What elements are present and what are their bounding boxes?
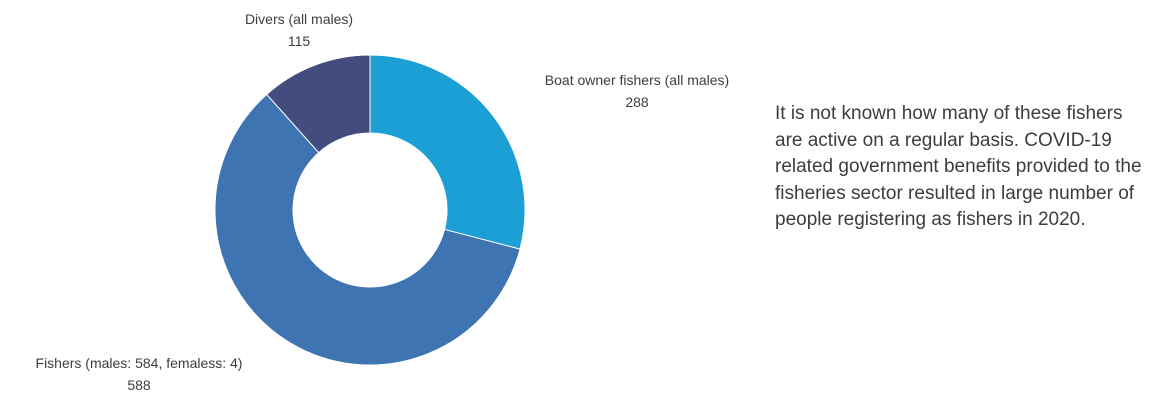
- slice-label-2: Fishers (males: 584, femaless: 4): [36, 355, 243, 371]
- donut-slice-2: [214, 93, 521, 366]
- slice-value-label-2: 588: [127, 377, 151, 393]
- chart-annotation-note: It is not known how many of these fisher…: [775, 103, 1142, 230]
- slice-label-3: Divers (all males): [245, 11, 353, 27]
- slice-label-1: Boat owner fishers (all males): [545, 72, 729, 88]
- donut-chart: Boat owner fishers (all males) 288 Fishers…: [36, 11, 730, 393]
- slice-value-label-3: 115: [288, 33, 311, 49]
- donut-slice-3: [266, 54, 371, 154]
- slice-value-label-1: 288: [625, 94, 649, 110]
- donut-slice-1: [369, 54, 526, 250]
